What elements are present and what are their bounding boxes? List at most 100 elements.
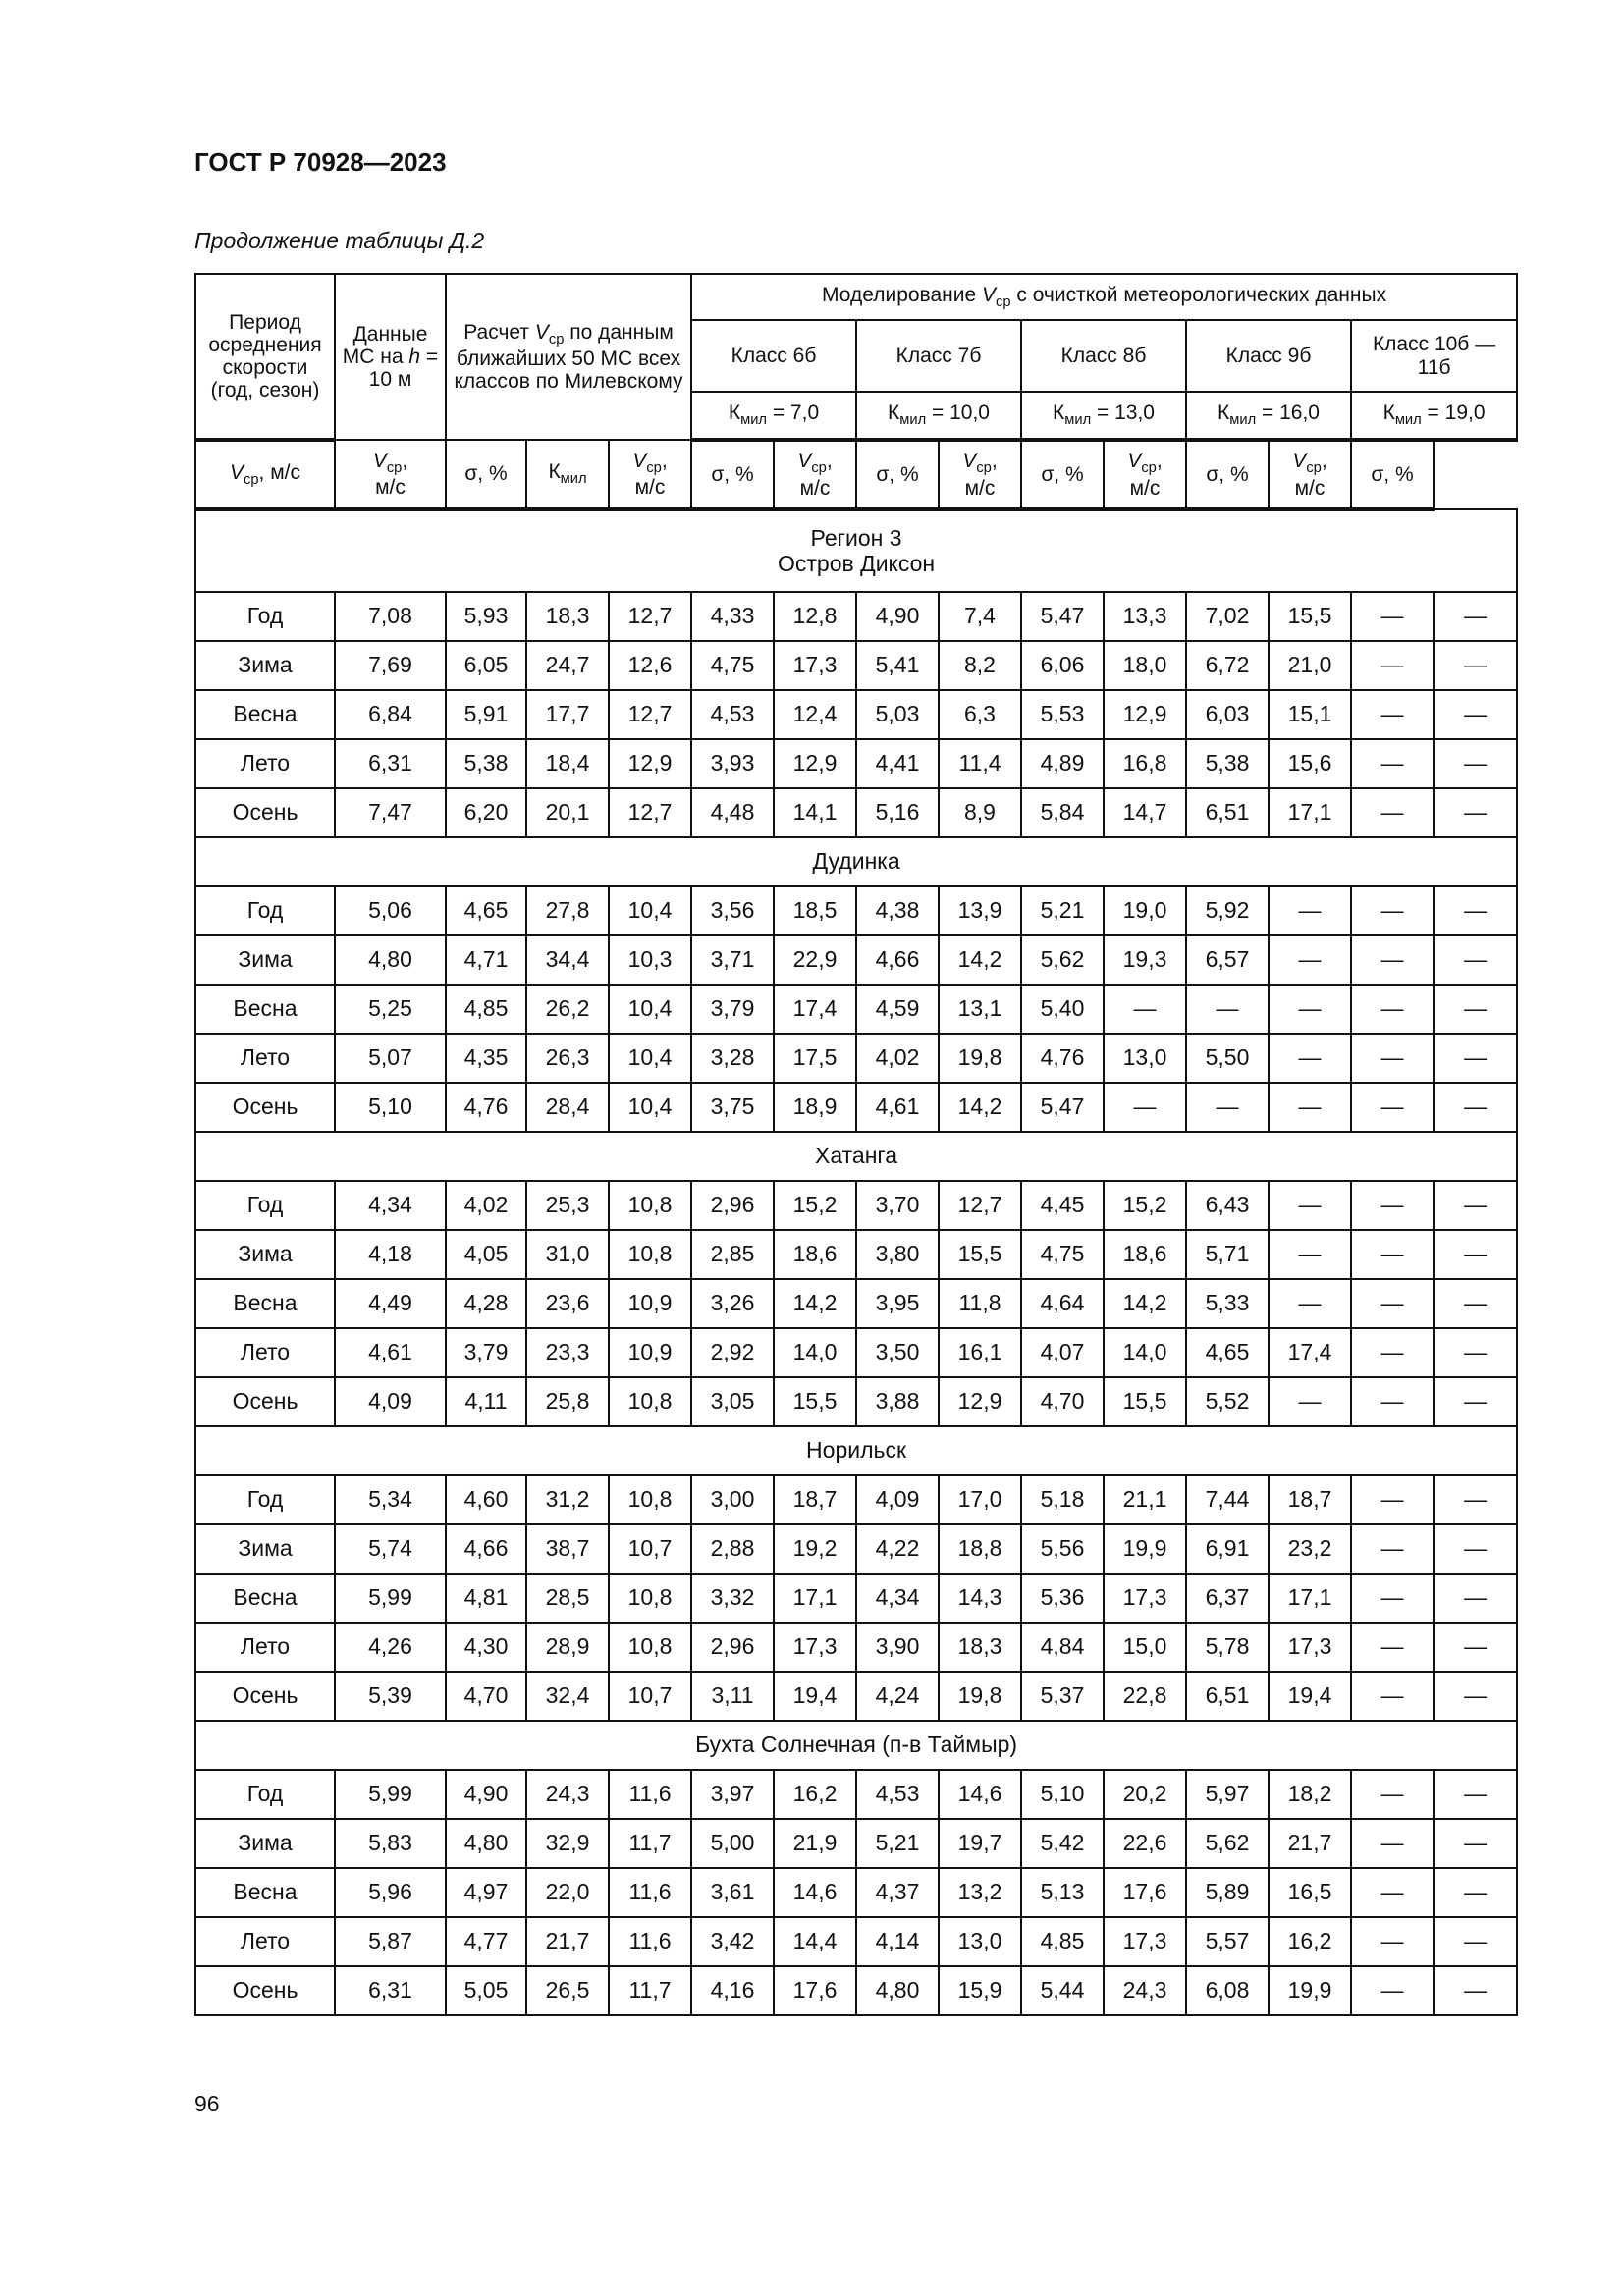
value-cell: 17,1 bbox=[1268, 787, 1352, 838]
value-cell: 6,08 bbox=[1185, 1965, 1270, 2016]
header-ms-data: Данные МС на h = 10 м bbox=[334, 273, 447, 441]
value-cell: 17,3 bbox=[1103, 1916, 1187, 1967]
header-period: Период осреднения скорости (год, сезон) bbox=[194, 273, 336, 442]
value-cell: 4,65 bbox=[445, 885, 527, 936]
value-cell: 24,7 bbox=[525, 640, 610, 691]
value-cell: 5,21 bbox=[1020, 885, 1105, 936]
value-cell: — bbox=[1432, 1916, 1519, 1967]
header-text: = 13,0 bbox=[1096, 401, 1155, 425]
value-cell: 4,28 bbox=[445, 1278, 527, 1329]
value-cell: 14,0 bbox=[773, 1327, 857, 1378]
value-cell: 21,1 bbox=[1103, 1474, 1187, 1525]
value-cell: 5,56 bbox=[1020, 1523, 1105, 1575]
value-cell: 5,74 bbox=[334, 1523, 447, 1575]
value-cell: 6,43 bbox=[1185, 1180, 1270, 1231]
value-cell: 4,77 bbox=[445, 1916, 527, 1967]
value-cell: 18,7 bbox=[1268, 1474, 1352, 1525]
value-cell: 5,42 bbox=[1020, 1818, 1105, 1869]
header-text: мил bbox=[1064, 412, 1092, 429]
value-cell: — bbox=[1432, 1867, 1519, 1918]
value-cell: 8,2 bbox=[938, 640, 1022, 691]
value-cell: 4,18 bbox=[334, 1229, 447, 1280]
value-cell: 4,61 bbox=[334, 1327, 447, 1378]
value-cell: — bbox=[1268, 1376, 1352, 1427]
table-row: Зима 5,83 4,80 32,9 11,7 5,00 21,9 5,21 19,7 5,42… bbox=[194, 1818, 1519, 1869]
value-cell: 4,09 bbox=[855, 1474, 940, 1525]
period-cell: Весна bbox=[194, 689, 336, 740]
value-cell: — bbox=[1432, 984, 1519, 1035]
value-cell: — bbox=[1350, 1082, 1435, 1133]
table-row: Весна 4,49 4,28 23,6 10,9 3,26 14,2 3,95 11,8 4,6… bbox=[194, 1278, 1519, 1329]
value-cell: 4,70 bbox=[1020, 1376, 1105, 1427]
period-cell: Зима bbox=[194, 934, 336, 986]
value-cell: 19,3 bbox=[1103, 934, 1187, 986]
header-text: = 19,0 bbox=[1427, 401, 1486, 425]
value-cell: 12,9 bbox=[938, 1376, 1022, 1427]
value-cell: 5,57 bbox=[1185, 1916, 1270, 1967]
header-text: с очисткой метеорологических данных bbox=[1010, 283, 1387, 306]
value-cell: 4,30 bbox=[445, 1622, 527, 1673]
value-cell: 15,5 bbox=[1103, 1376, 1187, 1427]
value-cell: 15,5 bbox=[773, 1376, 857, 1427]
value-cell: — bbox=[1432, 640, 1519, 691]
value-cell: 4,26 bbox=[334, 1622, 447, 1673]
value-cell: — bbox=[1350, 1180, 1435, 1231]
value-cell: 31,2 bbox=[525, 1474, 610, 1525]
header-text: V bbox=[1292, 450, 1307, 473]
value-cell: 4,70 bbox=[445, 1671, 527, 1722]
value-cell: 7,69 bbox=[334, 640, 447, 691]
value-cell: 2,96 bbox=[690, 1622, 775, 1673]
value-cell: 5,84 bbox=[1020, 787, 1105, 838]
value-cell: — bbox=[1350, 1376, 1435, 1427]
value-cell: 14,1 bbox=[773, 787, 857, 838]
value-cell: 24,3 bbox=[1103, 1965, 1187, 2016]
value-cell: 16,8 bbox=[1103, 738, 1187, 789]
value-cell: 5,05 bbox=[445, 1965, 527, 2016]
section-name: Норильск bbox=[806, 1437, 907, 1464]
value-cell: — bbox=[1350, 1769, 1435, 1820]
value-cell: 19,9 bbox=[1268, 1965, 1352, 2016]
header-text: по данным ближайших 50 МС всех классов п… bbox=[454, 320, 683, 394]
value-cell: — bbox=[1103, 1082, 1187, 1133]
table-row: Год 7,08 5,93 18,3 12,7 4,33 12,8 4,90 7,4 5,47 13… bbox=[194, 591, 1519, 642]
value-cell: 3,56 bbox=[690, 885, 775, 936]
header-text: м/с bbox=[799, 476, 831, 500]
value-cell: 18,2 bbox=[1268, 1769, 1352, 1820]
value-cell: 5,10 bbox=[1020, 1769, 1105, 1820]
table-row: Зима 4,18 4,05 31,0 10,8 2,85 18,6 3,80 15,5 4,75… bbox=[194, 1229, 1519, 1280]
value-cell: 6,37 bbox=[1185, 1573, 1270, 1624]
value-cell: 34,4 bbox=[525, 934, 610, 986]
value-cell: 14,7 bbox=[1103, 787, 1187, 838]
value-cell: 21,0 bbox=[1268, 640, 1352, 691]
header-kmil: Кмил = 16,0 bbox=[1185, 391, 1352, 442]
value-cell: — bbox=[1350, 1622, 1435, 1673]
value-cell: — bbox=[1432, 885, 1519, 936]
value-cell: 3,28 bbox=[690, 1033, 775, 1084]
value-cell: 6,3 bbox=[938, 689, 1022, 740]
value-cell: 11,8 bbox=[938, 1278, 1022, 1329]
table-row: Весна 6,84 5,91 17,7 12,7 4,53 12,4 5,03 6,3 5,53… bbox=[194, 689, 1519, 740]
section-name: Дудинка bbox=[812, 848, 900, 875]
value-cell: — bbox=[1432, 1671, 1519, 1722]
value-cell: 5,36 bbox=[1020, 1573, 1105, 1624]
header-vcp: Vср, м/с bbox=[608, 439, 692, 511]
value-cell: — bbox=[1432, 1622, 1519, 1673]
value-cell: — bbox=[1103, 984, 1187, 1035]
value-cell: 11,7 bbox=[608, 1818, 692, 1869]
value-cell: 5,39 bbox=[334, 1671, 447, 1722]
value-cell: — bbox=[1268, 1278, 1352, 1329]
section-row: Норильск bbox=[193, 1425, 1519, 1476]
value-cell: 3,50 bbox=[855, 1327, 940, 1378]
value-cell: — bbox=[1432, 1818, 1519, 1869]
value-cell: 19,4 bbox=[773, 1671, 857, 1722]
value-cell: 5,93 bbox=[445, 591, 527, 642]
header-text: = 7,0 bbox=[772, 401, 820, 425]
header-text: мил bbox=[560, 471, 587, 488]
value-cell: 5,62 bbox=[1185, 1818, 1270, 1869]
table-row: Год 5,99 4,90 24,3 11,6 3,97 16,2 4,53 14,6 5,10 2… bbox=[194, 1769, 1519, 1820]
value-cell: 5,13 bbox=[1020, 1867, 1105, 1918]
section-title: Дудинка bbox=[193, 836, 1519, 887]
value-cell: 4,59 bbox=[855, 984, 940, 1035]
header-text: ср bbox=[646, 459, 662, 476]
value-cell: 18,6 bbox=[773, 1229, 857, 1280]
